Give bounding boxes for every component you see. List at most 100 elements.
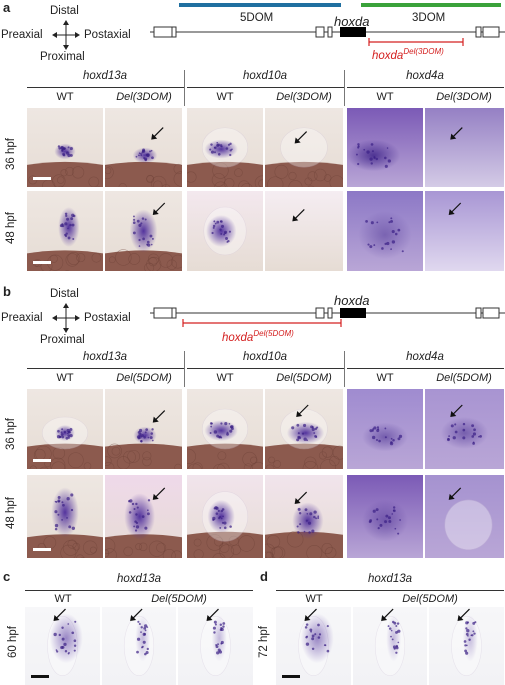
- genotype-b-5: WT: [376, 372, 394, 384]
- hoxda-label-a: hoxda: [334, 14, 370, 29]
- genotype-a-1: WT: [56, 91, 74, 103]
- micrograph: [105, 389, 182, 469]
- genotype-a-2: Del(3DOM): [116, 91, 172, 103]
- gene-header-b-3: hoxd4a: [406, 351, 444, 363]
- micrograph: [347, 389, 423, 469]
- micrograph: [27, 389, 103, 469]
- genotype-d-del: Del(5DOM): [402, 593, 458, 605]
- genotype-a-3: WT: [216, 91, 234, 103]
- genotype-a-4: Del(3DOM): [276, 91, 332, 103]
- header-rule-a-2: [187, 87, 344, 88]
- header-rule-a-3: [347, 87, 504, 88]
- 3dom-bar: [361, 3, 501, 7]
- axis-distal-label-b: Distal: [50, 288, 79, 300]
- axis-cross-arrows: [52, 20, 80, 50]
- micrograph: [27, 108, 103, 187]
- deletion-bracket-3dom: [368, 38, 464, 46]
- deletion-label-3dom: hoxdaDel(3DOM): [372, 47, 444, 62]
- divider-b-2: [344, 351, 345, 387]
- header-rule-c: [25, 590, 253, 591]
- micrograph: [265, 191, 343, 271]
- image-grid-a: [27, 108, 504, 271]
- genotype-b-4: Del(5DOM): [276, 372, 332, 384]
- genotype-a-6: Del(3DOM): [436, 91, 492, 103]
- gene-header-b-1: hoxd13a: [82, 351, 128, 363]
- panel-b-label: b: [3, 284, 11, 299]
- deletion-label-5dom: hoxdaDel(5DOM): [222, 329, 294, 344]
- micrograph: [265, 475, 343, 558]
- row-label-a-36hpf: 36 hpf: [5, 138, 17, 170]
- axis-proximal-label: Proximal: [40, 51, 85, 63]
- axis-cross-arrows-b: [52, 303, 80, 333]
- header-rule-a-1: [27, 87, 184, 88]
- genotype-b-2: Del(5DOM): [116, 372, 172, 384]
- divider-b-1: [184, 351, 185, 387]
- micrograph: [425, 389, 504, 469]
- header-rule-b-3: [347, 368, 504, 369]
- axis-postaxial-label-b: Postaxial: [84, 312, 131, 324]
- micrograph: [187, 389, 263, 469]
- genotype-c-wt: WT: [54, 593, 72, 605]
- row-label-c: 60 hpf: [7, 626, 19, 658]
- divider-a-2: [344, 70, 345, 106]
- deletion-bracket-5dom: [182, 319, 342, 327]
- image-grid-d: [276, 607, 504, 685]
- micrograph: [187, 475, 263, 558]
- header-rule-b-2: [187, 368, 344, 369]
- axis-postaxial-label: Postaxial: [84, 29, 131, 41]
- micrograph: [27, 191, 103, 271]
- gene-header-a-2: hoxd10a: [242, 70, 288, 82]
- micrograph: [425, 108, 504, 187]
- micrograph: [265, 389, 343, 469]
- micrograph: [105, 475, 182, 558]
- locus-map-b: [150, 307, 505, 319]
- genotype-d-wt: WT: [305, 593, 323, 605]
- micrograph: [353, 607, 427, 685]
- hoxda-label-b: hoxda: [334, 293, 370, 308]
- micrograph: [347, 475, 423, 558]
- 3dom-label: 3DOM: [412, 12, 446, 24]
- gene-header-c: hoxd13a: [116, 573, 162, 585]
- axis-distal-label: Distal: [50, 5, 79, 17]
- gene-header-a-3: hoxd4a: [406, 70, 444, 82]
- micrograph: [187, 108, 263, 187]
- genotype-b-1: WT: [56, 372, 74, 384]
- micrograph: [425, 191, 504, 271]
- header-rule-d: [276, 590, 504, 591]
- micrograph: [265, 108, 343, 187]
- genotype-b-3: WT: [216, 372, 234, 384]
- genotype-a-5: WT: [376, 91, 394, 103]
- locus-map-a: [150, 26, 505, 38]
- 5dom-label: 5DOM: [240, 12, 274, 24]
- genotype-b-6: Del(5DOM): [436, 372, 492, 384]
- micrograph: [27, 475, 103, 558]
- panel-c-label: c: [3, 569, 11, 584]
- divider-a-1: [184, 70, 185, 106]
- micrograph: [429, 607, 504, 685]
- row-label-b-36hpf: 36 hpf: [5, 418, 17, 450]
- micrograph: [347, 108, 423, 187]
- header-rule-b-1: [27, 368, 184, 369]
- axis-proximal-label-b: Proximal: [40, 334, 85, 346]
- micrograph: [425, 475, 504, 558]
- axis-preaxial-label: Preaxial: [1, 29, 43, 41]
- panel-d-label: d: [260, 569, 268, 584]
- micrograph: [102, 607, 176, 685]
- panel-a-label: a: [3, 0, 11, 15]
- row-label-a-48hpf: 48 hpf: [5, 212, 17, 244]
- row-label-b-48hpf: 48 hpf: [5, 497, 17, 529]
- micrograph: [178, 607, 253, 685]
- micrograph: [25, 607, 100, 685]
- micrograph: [105, 108, 182, 187]
- axis-preaxial-label-b: Preaxial: [1, 312, 43, 324]
- gene-header-b-2: hoxd10a: [242, 351, 288, 363]
- genotype-c-del: Del(5DOM): [151, 593, 207, 605]
- row-label-d: 72 hpf: [258, 626, 270, 658]
- micrograph: [347, 191, 423, 271]
- 5dom-bar: [179, 3, 341, 7]
- image-grid-c: [25, 607, 253, 685]
- micrograph: [276, 607, 351, 685]
- gene-header-a-1: hoxd13a: [82, 70, 128, 82]
- gene-header-d: hoxd13a: [367, 573, 413, 585]
- image-grid-b: [27, 389, 504, 558]
